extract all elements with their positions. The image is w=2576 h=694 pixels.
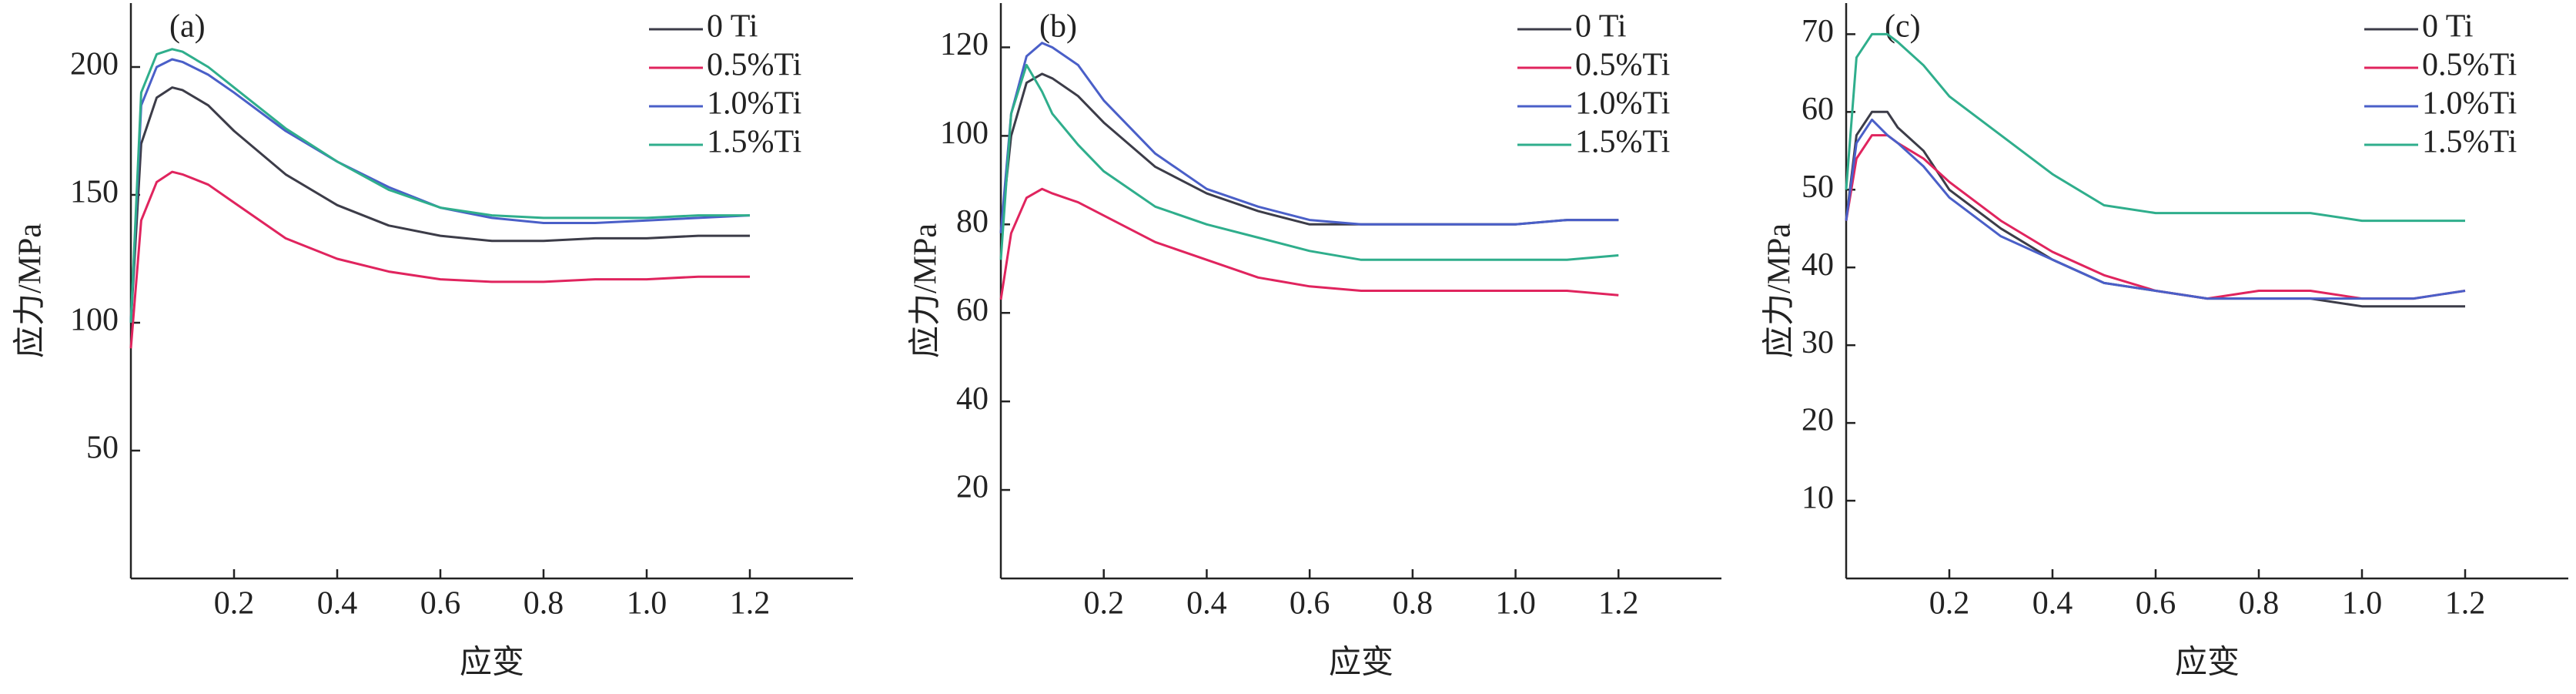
x-tick-label: 0.8	[524, 586, 564, 622]
x-tick-label: 0.6	[420, 586, 461, 622]
y-tick-label: 20	[1802, 403, 1834, 438]
legend-label: 1.5%Ti	[2422, 125, 2517, 160]
x-axis-label: 应变	[1329, 645, 1393, 681]
y-tick-label: 30	[1802, 325, 1834, 360]
x-tick-label: 1.0	[627, 586, 667, 622]
x-tick-label: 1.0	[1495, 586, 1536, 622]
series-line	[1845, 134, 2466, 300]
series-line	[129, 48, 750, 324]
y-tick-label: 60	[1802, 92, 1834, 127]
x-tick-label: 0.2	[1083, 586, 1124, 622]
y-tick-label: 100	[70, 303, 119, 338]
panel-label: (c)	[1885, 9, 1921, 45]
x-tick-label: 1.0	[2342, 586, 2383, 622]
x-axis-label: 应变	[460, 645, 524, 681]
y-tick-label: 50	[1802, 169, 1834, 205]
x-tick-label: 0.4	[2032, 586, 2073, 622]
y-axis-label: 应力/MPa	[1761, 223, 1798, 358]
series-line	[999, 187, 1619, 300]
x-tick-label: 0.8	[2239, 586, 2280, 622]
series-line	[999, 63, 1619, 261]
x-tick-label: 0.6	[2136, 586, 2176, 622]
y-tick-label: 80	[956, 204, 989, 240]
legend-label: 0 Ti	[1575, 9, 1627, 45]
x-tick-label: 0.8	[1393, 586, 1434, 622]
legend-label: 1.0%Ti	[707, 86, 801, 122]
legend-label: 1.5%Ti	[707, 125, 801, 160]
y-axis-label: 应力/MPa	[908, 223, 944, 358]
y-tick-label: 150	[70, 175, 119, 210]
y-tick-label: 70	[1802, 14, 1834, 49]
series-line	[1845, 110, 2465, 308]
legend-label: 0.5%Ti	[707, 48, 801, 83]
x-tick-label: 0.4	[317, 586, 358, 622]
y-tick-label: 40	[956, 381, 989, 417]
panel-label: (a)	[169, 9, 206, 45]
legend-label: 0 Ti	[2422, 9, 2474, 45]
legend-label: 1.5%Ti	[1575, 125, 1670, 160]
y-tick-label: 50	[86, 431, 119, 466]
legend-label: 0.5%Ti	[2422, 48, 2517, 83]
y-axis-label: 应力/MPa	[12, 223, 49, 358]
series-line	[1845, 118, 2466, 300]
legend-label: 1.0%Ti	[2422, 86, 2517, 122]
x-tick-label: 1.2	[1598, 586, 1639, 622]
y-tick-label: 40	[1802, 247, 1834, 283]
x-tick-label: 0.6	[1290, 586, 1330, 622]
x-axis-label: 应变	[2175, 645, 2240, 681]
y-tick-label: 10	[1802, 481, 1834, 516]
legend-label: 0.5%Ti	[1575, 48, 1670, 83]
y-tick-label: 60	[956, 293, 989, 328]
y-tick-label: 100	[940, 116, 989, 151]
panel-label: (b)	[1039, 9, 1077, 45]
legend-label: 1.0%Ti	[1575, 86, 1670, 122]
series-line	[999, 42, 1619, 233]
x-tick-label: 1.2	[730, 586, 771, 622]
x-tick-label: 0.2	[214, 586, 255, 622]
x-tick-label: 1.2	[2445, 586, 2486, 622]
y-tick-label: 20	[956, 470, 989, 505]
y-tick-label: 120	[940, 27, 989, 62]
series-line	[129, 58, 751, 324]
series-line	[129, 86, 750, 324]
series-line	[1845, 32, 2465, 223]
x-tick-label: 0.2	[1929, 586, 1970, 622]
y-tick-label: 200	[70, 47, 119, 82]
series-line	[129, 170, 750, 349]
legend-label: 0 Ti	[707, 9, 758, 45]
x-tick-label: 0.4	[1186, 586, 1227, 622]
